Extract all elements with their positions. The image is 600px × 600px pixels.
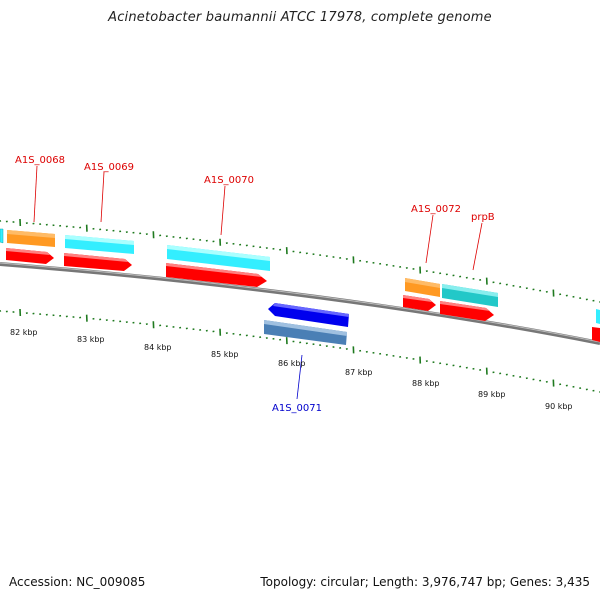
cds-arrow-prpb[interactable] [440, 301, 494, 321]
accession-text: Accession: NC_009085 [9, 575, 146, 589]
scale-label: 87 kbp [345, 368, 373, 377]
scale-label: 84 kbp [144, 343, 172, 352]
scale-label: 83 kbp [77, 335, 105, 344]
scale-label: 85 kbp [211, 350, 239, 359]
genome-summary-text: Topology: circular; Length: 3,976,747 bp… [260, 575, 590, 589]
scale-label: 89 kbp [478, 390, 506, 399]
gene-label[interactable]: A1S_0070 [204, 175, 254, 186]
scale-labels: 82 kbp 83 kbp 84 kbp 85 kbp 86 kbp 87 kb… [10, 328, 573, 411]
gene-bar-a1s-0067[interactable] [0, 228, 4, 244]
label-leaders [33, 165, 483, 400]
scale-label: 86 kbp [278, 359, 306, 368]
cds-arrow-a1s-0070[interactable] [166, 263, 267, 287]
scale-label: 88 kbp [412, 379, 440, 388]
scale-label: 90 kbp [545, 402, 573, 411]
gene-label[interactable]: A1S_0069 [84, 162, 134, 173]
forward-tick-ring [0, 218, 600, 303]
gene-label[interactable]: A1S_0071 [272, 403, 322, 414]
forward-cds-row [6, 248, 600, 342]
gene-labels: A1S_0068 A1S_0069 A1S_0070 A1S_0072 prpB… [15, 155, 495, 414]
cds-arrow-a1s-0071[interactable] [268, 303, 349, 327]
gene-label[interactable]: A1S_0068 [15, 155, 65, 166]
genome-backbone [0, 262, 600, 345]
map-title: Acinetobacter baumannii ATCC 17978, comp… [108, 10, 492, 25]
gene-label[interactable]: prpB [471, 212, 495, 223]
cds-arrow-a1s-0073[interactable] [592, 327, 600, 342]
gene-bar-a1s-0073[interactable] [596, 309, 600, 324]
forward-gene-row [0, 228, 600, 324]
reverse-feature-row [264, 303, 349, 345]
scale-label: 82 kbp [10, 328, 38, 337]
scale-tick-ring [0, 308, 600, 393]
gene-label[interactable]: A1S_0072 [411, 204, 461, 215]
